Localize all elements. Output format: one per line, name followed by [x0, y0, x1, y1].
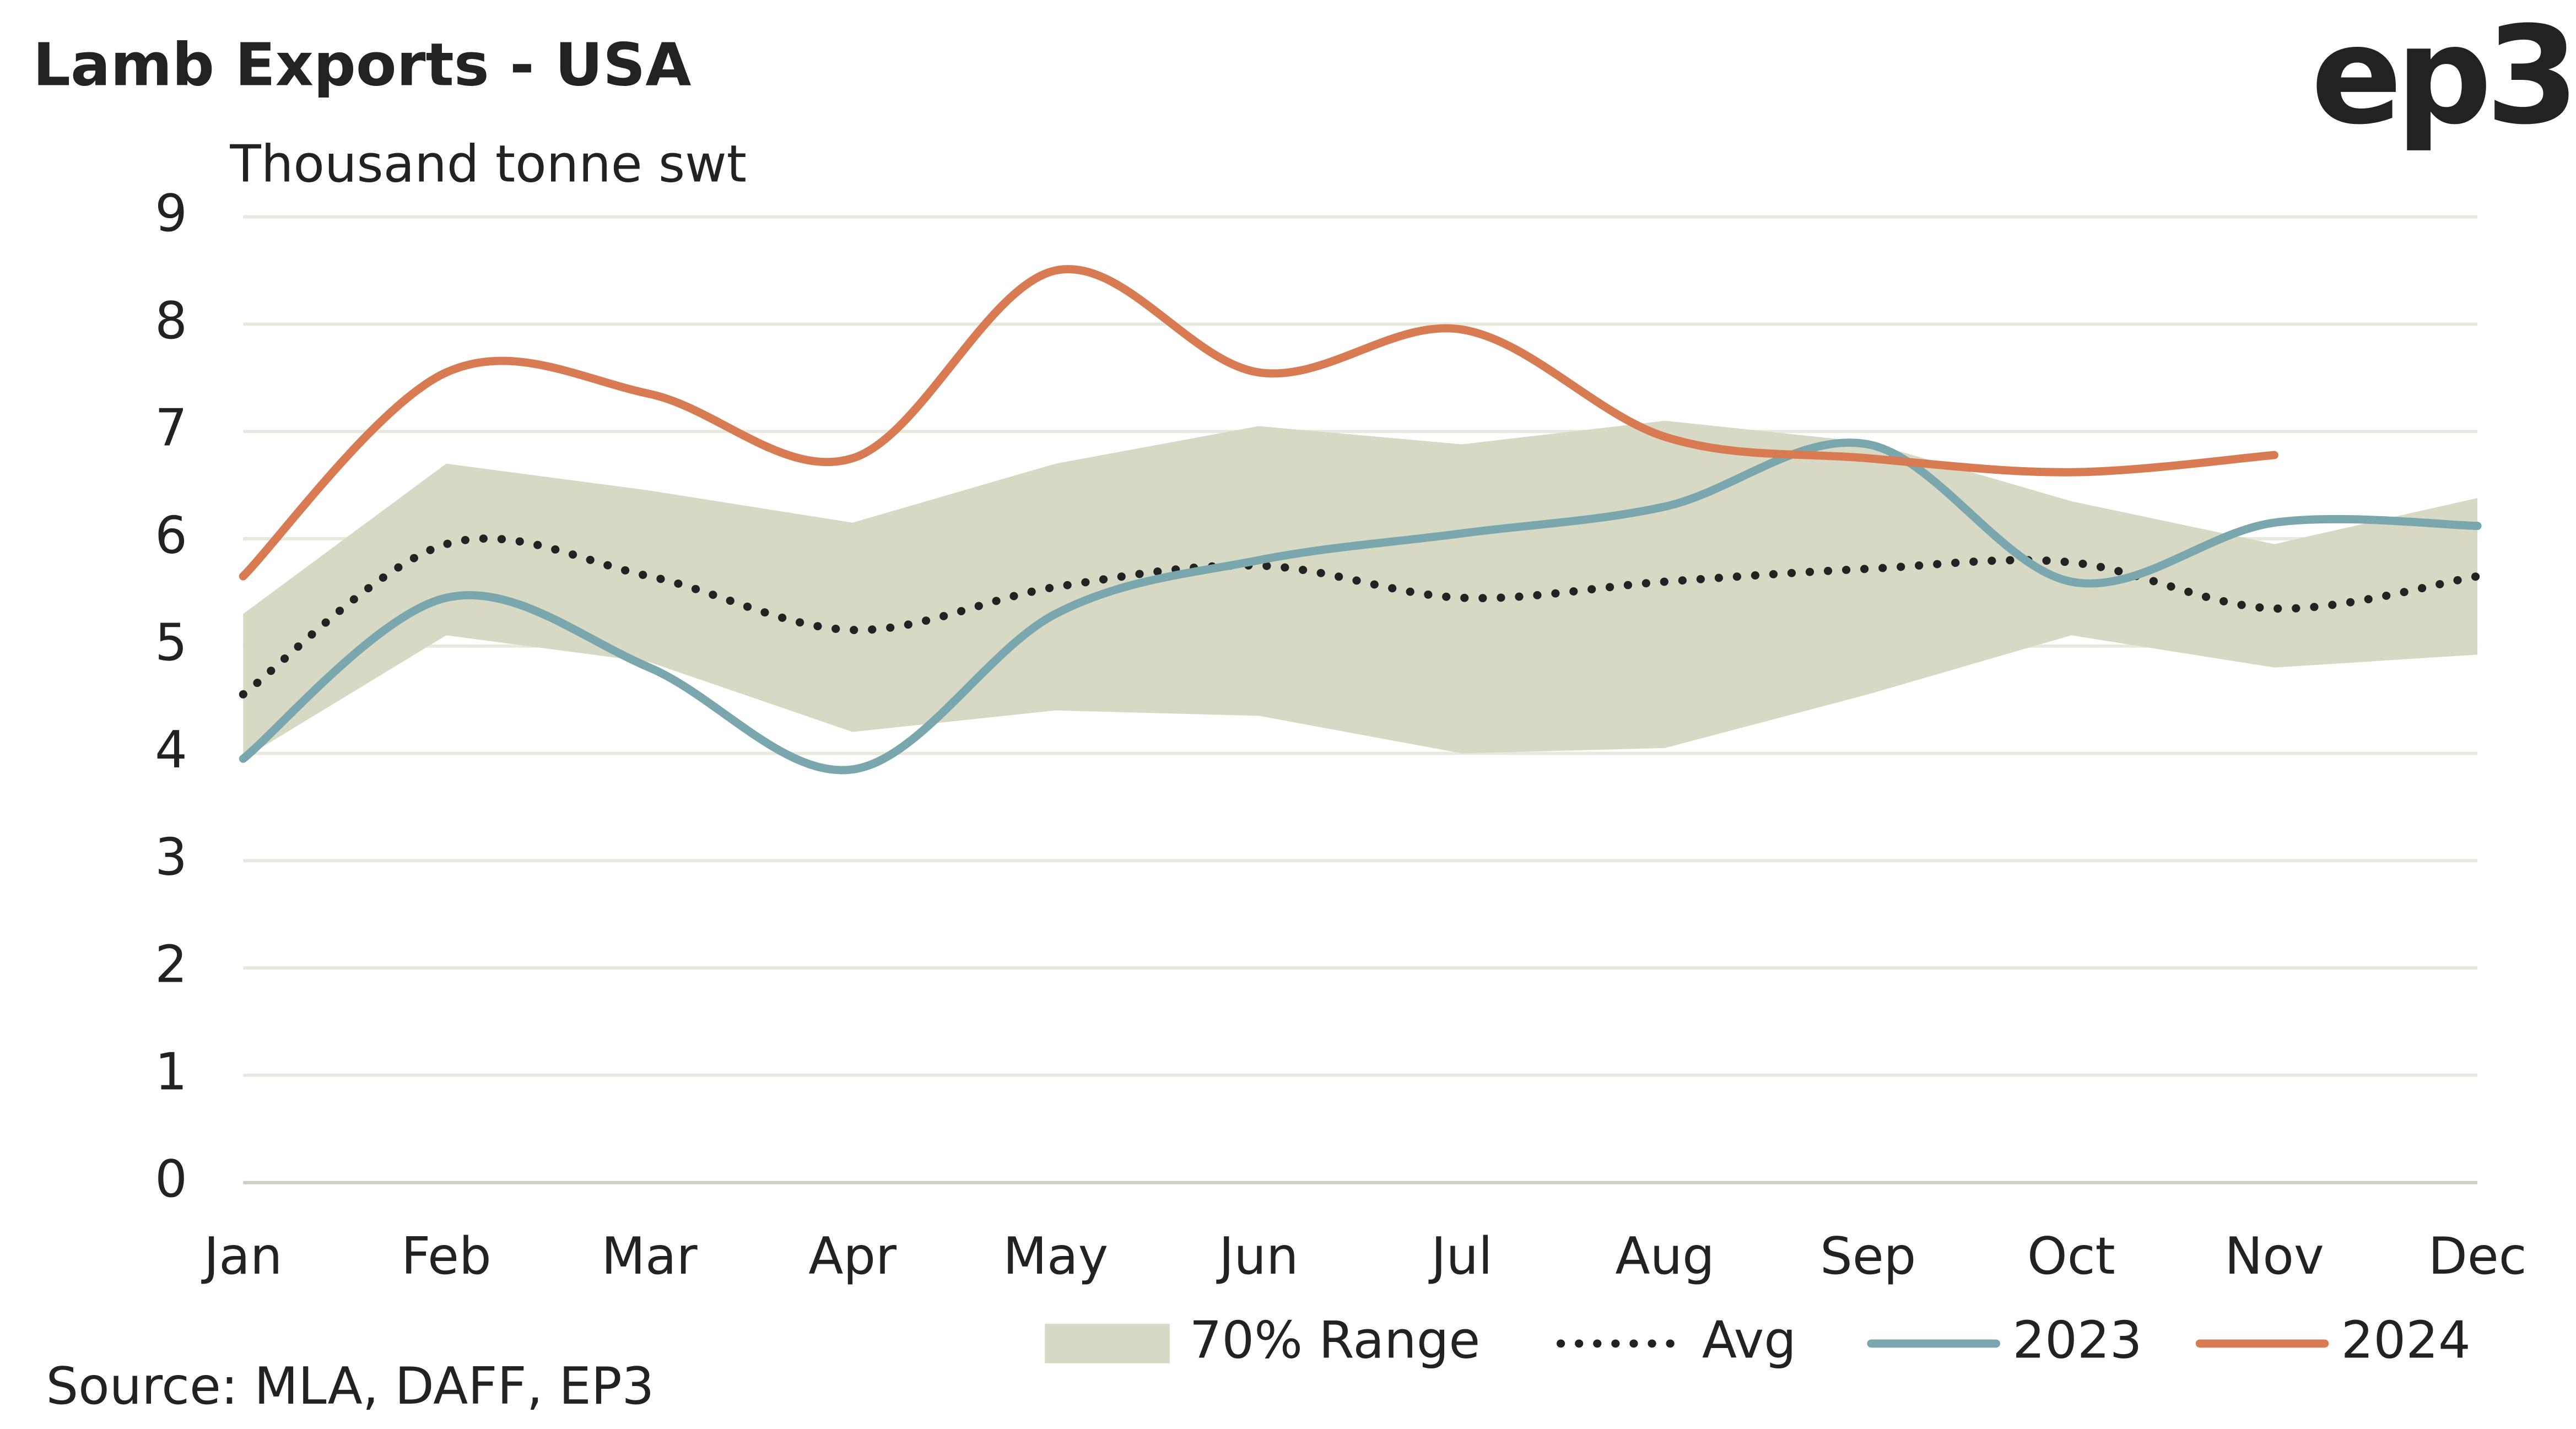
line — [239, 265, 2278, 581]
legend-swatch — [1045, 1324, 1170, 1363]
x-tick-label: Nov — [2224, 1226, 2324, 1286]
y-axis-label: Thousand tonne swt — [229, 134, 747, 194]
x-tick-label: Jul — [1428, 1226, 1492, 1286]
range-area — [243, 420, 2478, 759]
x-tick-label: Mar — [601, 1226, 697, 1286]
x-tick-label: Aug — [1615, 1226, 1714, 1286]
y-tick-label: 0 — [155, 1149, 187, 1209]
x-tick-label: Jun — [1216, 1226, 1298, 1286]
x-tick-label: Apr — [808, 1226, 897, 1286]
y-tick-label: 8 — [155, 291, 187, 350]
legend-label: 70% Range — [1190, 1310, 1481, 1370]
y-tick-label: 6 — [155, 505, 187, 565]
x-tick-label: Feb — [401, 1226, 492, 1286]
x-tick-label: Jan — [201, 1226, 282, 1286]
source: Source: MLA, DAFF, EP3 — [46, 1356, 654, 1416]
y-tick-label: 7 — [155, 398, 187, 458]
y-tick-label: 4 — [155, 720, 187, 780]
legend-label: 2023 — [2012, 1310, 2142, 1370]
y-tick-label: 5 — [155, 613, 187, 672]
line — [239, 534, 2482, 699]
legend-label: Avg — [1702, 1310, 1796, 1370]
legend-label: 2024 — [2341, 1310, 2471, 1370]
x-tick-label: Sep — [1820, 1226, 1916, 1286]
x-tick-label: Oct — [2027, 1226, 2115, 1286]
y-tick-label: 2 — [155, 935, 187, 994]
chart-title: Lamb Exports - USA — [33, 31, 692, 100]
y-tick-label: 1 — [155, 1042, 187, 1101]
x-tick-label: Dec — [2428, 1226, 2527, 1286]
logo: ep3 — [2311, 0, 2573, 154]
y-tick-label: 3 — [155, 827, 187, 887]
y-tick-label: 9 — [155, 183, 187, 243]
x-tick-label: May — [1003, 1226, 1108, 1286]
line — [239, 439, 2482, 775]
